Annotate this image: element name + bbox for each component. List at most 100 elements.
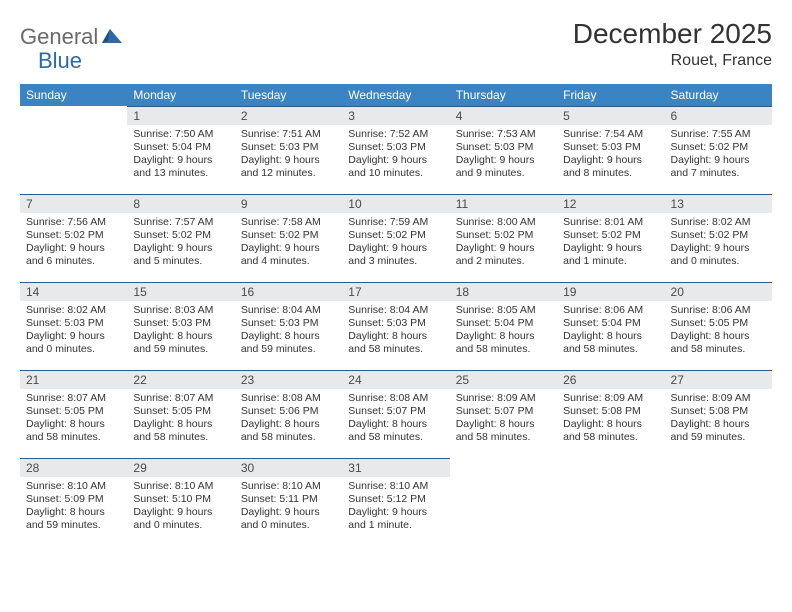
day-details: Sunrise: 7:51 AMSunset: 5:03 PMDaylight:…: [235, 125, 342, 181]
day-number: 30: [235, 458, 342, 477]
day-number: 6: [665, 106, 772, 125]
weekday-header: Saturday: [665, 84, 772, 106]
day-details: Sunrise: 8:08 AMSunset: 5:06 PMDaylight:…: [235, 389, 342, 445]
calendar-cell: 1Sunrise: 7:50 AMSunset: 5:04 PMDaylight…: [127, 106, 234, 194]
day-details: Sunrise: 8:09 AMSunset: 5:07 PMDaylight:…: [450, 389, 557, 445]
day-details: Sunrise: 7:50 AMSunset: 5:04 PMDaylight:…: [127, 125, 234, 181]
day-details: Sunrise: 7:56 AMSunset: 5:02 PMDaylight:…: [20, 213, 127, 269]
calendar-cell: 23Sunrise: 8:08 AMSunset: 5:06 PMDayligh…: [235, 370, 342, 458]
calendar-cell: 18Sunrise: 8:05 AMSunset: 5:04 PMDayligh…: [450, 282, 557, 370]
calendar-cell: 4Sunrise: 7:53 AMSunset: 5:03 PMDaylight…: [450, 106, 557, 194]
day-details: Sunrise: 8:09 AMSunset: 5:08 PMDaylight:…: [665, 389, 772, 445]
weekday-header: Wednesday: [342, 84, 449, 106]
calendar-table: SundayMondayTuesdayWednesdayThursdayFrid…: [20, 84, 772, 546]
calendar-body: .1Sunrise: 7:50 AMSunset: 5:04 PMDayligh…: [20, 106, 772, 546]
day-number: 11: [450, 194, 557, 213]
calendar-cell: 24Sunrise: 8:08 AMSunset: 5:07 PMDayligh…: [342, 370, 449, 458]
day-details: Sunrise: 8:06 AMSunset: 5:04 PMDaylight:…: [557, 301, 664, 357]
day-details: Sunrise: 8:01 AMSunset: 5:02 PMDaylight:…: [557, 213, 664, 269]
day-details: Sunrise: 7:59 AMSunset: 5:02 PMDaylight:…: [342, 213, 449, 269]
day-details: Sunrise: 8:10 AMSunset: 5:11 PMDaylight:…: [235, 477, 342, 533]
day-details: Sunrise: 8:07 AMSunset: 5:05 PMDaylight:…: [20, 389, 127, 445]
day-details: Sunrise: 8:04 AMSunset: 5:03 PMDaylight:…: [342, 301, 449, 357]
day-number: 16: [235, 282, 342, 301]
calendar-cell: 19Sunrise: 8:06 AMSunset: 5:04 PMDayligh…: [557, 282, 664, 370]
day-number: 4: [450, 106, 557, 125]
calendar-week-row: 7Sunrise: 7:56 AMSunset: 5:02 PMDaylight…: [20, 194, 772, 282]
weekday-header: Thursday: [450, 84, 557, 106]
day-details: Sunrise: 7:54 AMSunset: 5:03 PMDaylight:…: [557, 125, 664, 181]
day-details: Sunrise: 7:52 AMSunset: 5:03 PMDaylight:…: [342, 125, 449, 181]
day-number: 27: [665, 370, 772, 389]
calendar-cell: .: [557, 458, 664, 546]
day-number: 7: [20, 194, 127, 213]
day-number: 26: [557, 370, 664, 389]
calendar-cell: 26Sunrise: 8:09 AMSunset: 5:08 PMDayligh…: [557, 370, 664, 458]
day-details: Sunrise: 8:05 AMSunset: 5:04 PMDaylight:…: [450, 301, 557, 357]
title-block: December 2025 Rouet, France: [573, 18, 772, 70]
calendar-cell: 15Sunrise: 8:03 AMSunset: 5:03 PMDayligh…: [127, 282, 234, 370]
day-details: Sunrise: 7:57 AMSunset: 5:02 PMDaylight:…: [127, 213, 234, 269]
calendar-cell: 10Sunrise: 7:59 AMSunset: 5:02 PMDayligh…: [342, 194, 449, 282]
calendar-cell: 5Sunrise: 7:54 AMSunset: 5:03 PMDaylight…: [557, 106, 664, 194]
day-details: Sunrise: 7:55 AMSunset: 5:02 PMDaylight:…: [665, 125, 772, 181]
day-number: 19: [557, 282, 664, 301]
day-number: 31: [342, 458, 449, 477]
day-number: 13: [665, 194, 772, 213]
day-number: 24: [342, 370, 449, 389]
calendar-week-row: 14Sunrise: 8:02 AMSunset: 5:03 PMDayligh…: [20, 282, 772, 370]
day-details: Sunrise: 8:08 AMSunset: 5:07 PMDaylight:…: [342, 389, 449, 445]
calendar-cell: 22Sunrise: 8:07 AMSunset: 5:05 PMDayligh…: [127, 370, 234, 458]
calendar-cell: 20Sunrise: 8:06 AMSunset: 5:05 PMDayligh…: [665, 282, 772, 370]
calendar-cell: .: [20, 106, 127, 194]
calendar-cell: 2Sunrise: 7:51 AMSunset: 5:03 PMDaylight…: [235, 106, 342, 194]
calendar-cell: 8Sunrise: 7:57 AMSunset: 5:02 PMDaylight…: [127, 194, 234, 282]
day-number: 1: [127, 106, 234, 125]
day-number: 9: [235, 194, 342, 213]
calendar-cell: 30Sunrise: 8:10 AMSunset: 5:11 PMDayligh…: [235, 458, 342, 546]
day-details: Sunrise: 8:06 AMSunset: 5:05 PMDaylight:…: [665, 301, 772, 357]
day-details: Sunrise: 8:10 AMSunset: 5:10 PMDaylight:…: [127, 477, 234, 533]
day-number: 3: [342, 106, 449, 125]
calendar-cell: 31Sunrise: 8:10 AMSunset: 5:12 PMDayligh…: [342, 458, 449, 546]
day-number: 14: [20, 282, 127, 301]
day-details: Sunrise: 7:53 AMSunset: 5:03 PMDaylight:…: [450, 125, 557, 181]
calendar-cell: 3Sunrise: 7:52 AMSunset: 5:03 PMDaylight…: [342, 106, 449, 194]
day-number: 29: [127, 458, 234, 477]
day-details: Sunrise: 8:03 AMSunset: 5:03 PMDaylight:…: [127, 301, 234, 357]
day-details: Sunrise: 8:04 AMSunset: 5:03 PMDaylight:…: [235, 301, 342, 357]
day-number: 25: [450, 370, 557, 389]
day-details: Sunrise: 8:02 AMSunset: 5:02 PMDaylight:…: [665, 213, 772, 269]
calendar-week-row: .1Sunrise: 7:50 AMSunset: 5:04 PMDayligh…: [20, 106, 772, 194]
day-number: 12: [557, 194, 664, 213]
day-number: 2: [235, 106, 342, 125]
weekday-header: Tuesday: [235, 84, 342, 106]
day-details: Sunrise: 8:00 AMSunset: 5:02 PMDaylight:…: [450, 213, 557, 269]
calendar-week-row: 28Sunrise: 8:10 AMSunset: 5:09 PMDayligh…: [20, 458, 772, 546]
calendar-cell: 14Sunrise: 8:02 AMSunset: 5:03 PMDayligh…: [20, 282, 127, 370]
day-number: 18: [450, 282, 557, 301]
calendar-cell: 6Sunrise: 7:55 AMSunset: 5:02 PMDaylight…: [665, 106, 772, 194]
weekday-header: Friday: [557, 84, 664, 106]
day-number: 15: [127, 282, 234, 301]
calendar-cell: .: [450, 458, 557, 546]
day-details: Sunrise: 8:02 AMSunset: 5:03 PMDaylight:…: [20, 301, 127, 357]
calendar-cell: 21Sunrise: 8:07 AMSunset: 5:05 PMDayligh…: [20, 370, 127, 458]
day-details: Sunrise: 8:07 AMSunset: 5:05 PMDaylight:…: [127, 389, 234, 445]
calendar-cell: 12Sunrise: 8:01 AMSunset: 5:02 PMDayligh…: [557, 194, 664, 282]
day-details: Sunrise: 8:09 AMSunset: 5:08 PMDaylight:…: [557, 389, 664, 445]
calendar-cell: 28Sunrise: 8:10 AMSunset: 5:09 PMDayligh…: [20, 458, 127, 546]
calendar-cell: 17Sunrise: 8:04 AMSunset: 5:03 PMDayligh…: [342, 282, 449, 370]
day-number: 23: [235, 370, 342, 389]
day-number: 8: [127, 194, 234, 213]
calendar-cell: 16Sunrise: 8:04 AMSunset: 5:03 PMDayligh…: [235, 282, 342, 370]
calendar-cell: 27Sunrise: 8:09 AMSunset: 5:08 PMDayligh…: [665, 370, 772, 458]
calendar-cell: 7Sunrise: 7:56 AMSunset: 5:02 PMDaylight…: [20, 194, 127, 282]
weekday-header-row: SundayMondayTuesdayWednesdayThursdayFrid…: [20, 84, 772, 106]
day-details: Sunrise: 8:10 AMSunset: 5:12 PMDaylight:…: [342, 477, 449, 533]
day-number: 5: [557, 106, 664, 125]
calendar-week-row: 21Sunrise: 8:07 AMSunset: 5:05 PMDayligh…: [20, 370, 772, 458]
day-number: 10: [342, 194, 449, 213]
day-number: 17: [342, 282, 449, 301]
logo-mark-icon: [102, 27, 122, 48]
